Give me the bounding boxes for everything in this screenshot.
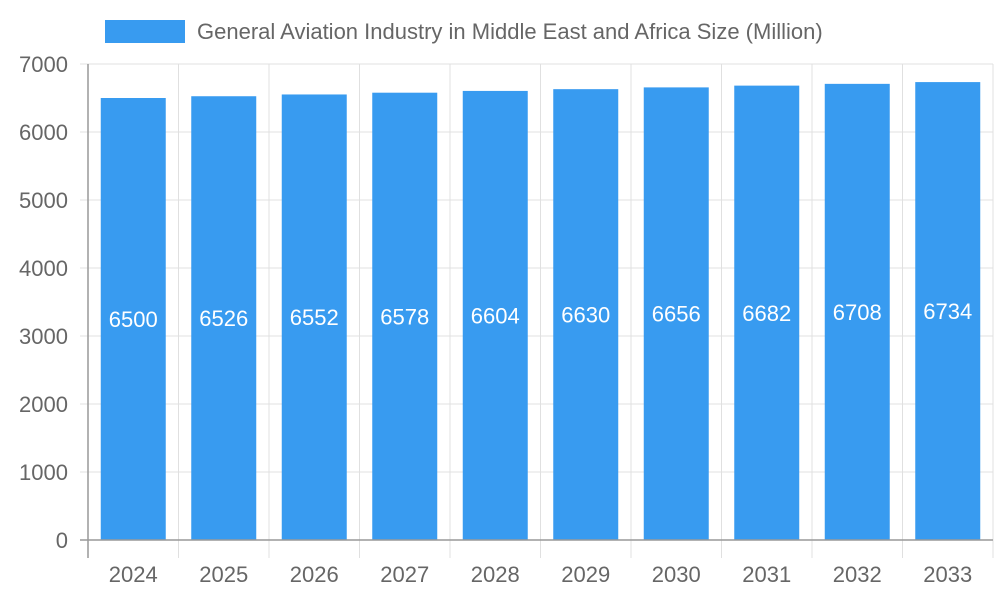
bar-2028[interactable] [462, 90, 528, 540]
x-tick-label: 2030 [652, 562, 701, 587]
bar-2027[interactable] [372, 92, 438, 541]
bar-2030[interactable] [643, 87, 709, 540]
data-label: 6500 [109, 307, 158, 332]
x-tick-label: 2028 [471, 562, 520, 587]
bars: 6500 6526 6552 6578 6604 6630 6656 6682 6708 6734 [100, 82, 981, 541]
x-tick-label: 2025 [199, 562, 248, 587]
axes: 0 1000 2000 3000 4000 5000 6000 7000 2024 2025 202… [19, 52, 993, 587]
bar-2031[interactable] [734, 85, 800, 541]
bar-2032[interactable] [824, 83, 890, 540]
x-tick-label: 2026 [290, 562, 339, 587]
data-label: 6604 [471, 303, 520, 328]
data-label: 6682 [742, 301, 791, 326]
data-label: 6656 [652, 302, 701, 327]
y-tick-label: 0 [56, 528, 68, 553]
x-tick-label: 2031 [742, 562, 791, 587]
y-tick-label: 4000 [19, 256, 68, 281]
y-tick-label: 1000 [19, 460, 68, 485]
bar-2033[interactable] [915, 82, 981, 540]
bar-2024[interactable] [100, 98, 166, 540]
x-tick-label: 2033 [923, 562, 972, 587]
y-tick-label: 6000 [19, 120, 68, 145]
data-label: 6526 [199, 306, 248, 331]
bar-2025[interactable] [191, 96, 257, 541]
legend-swatch [105, 20, 185, 43]
x-tick-label: 2032 [833, 562, 882, 587]
bar-2029[interactable] [553, 89, 619, 540]
data-label: 6578 [380, 304, 429, 329]
bar-2026[interactable] [281, 94, 347, 541]
legend[interactable]: General Aviation Industry in Middle East… [105, 19, 823, 44]
x-tick-label: 2024 [109, 562, 158, 587]
y-tick-label: 2000 [19, 392, 68, 417]
y-tick-label: 7000 [19, 52, 68, 77]
data-label: 6630 [561, 303, 610, 328]
legend-label: General Aviation Industry in Middle East… [197, 19, 823, 44]
data-label: 6708 [833, 300, 882, 325]
data-label: 6552 [290, 305, 339, 330]
y-tick-label: 3000 [19, 324, 68, 349]
x-tick-label: 2029 [561, 562, 610, 587]
data-label: 6734 [923, 299, 972, 324]
x-tick-label: 2027 [380, 562, 429, 587]
y-tick-label: 5000 [19, 188, 68, 213]
